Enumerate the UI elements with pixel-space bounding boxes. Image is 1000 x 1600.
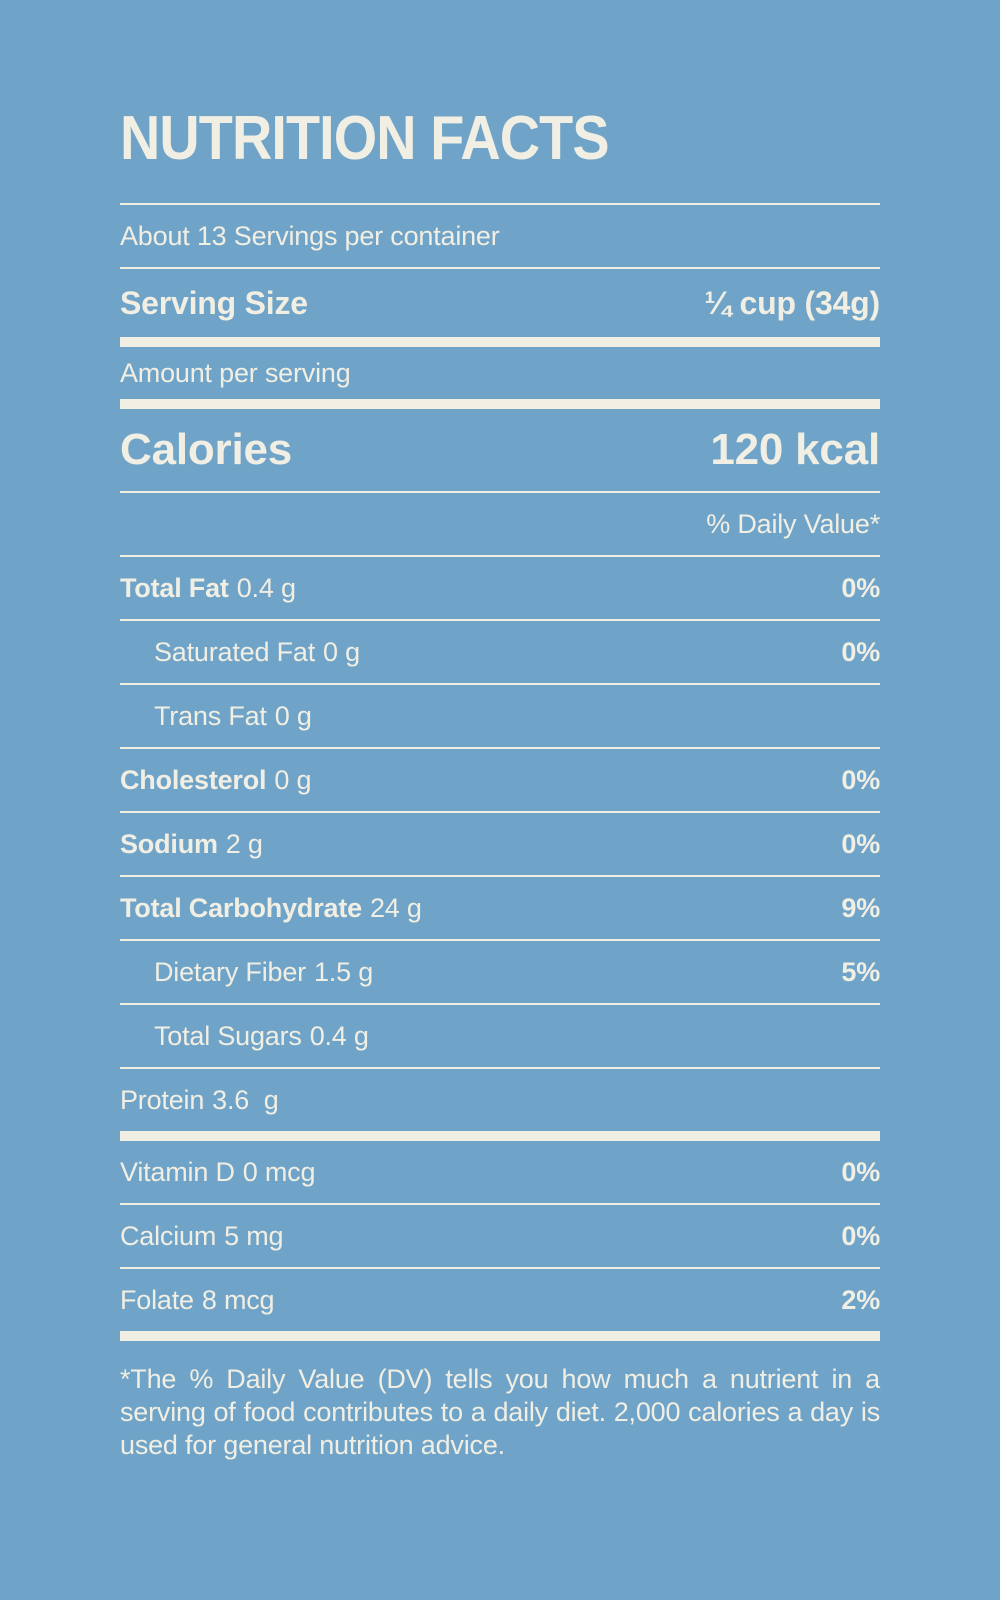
nutrient-amount: 5 mg: [224, 1220, 284, 1251]
nutrient-name: Total Sugars: [154, 1020, 302, 1051]
divider-thin: [120, 1003, 880, 1005]
divider-thin: [120, 875, 880, 877]
nutrient-name: Total Carbohydrate: [120, 892, 362, 923]
nutrient-row-cholesterol: Cholesterol 0 g 0%: [120, 749, 880, 811]
nutrient-name: Saturated Fat: [154, 636, 315, 667]
nutrient-row-total-carbohydrate: Total Carbohydrate 24 g 9%: [120, 877, 880, 939]
divider-thick: [120, 1131, 880, 1141]
servings-per-container: About 13 Servings per container: [120, 220, 500, 251]
nutrient-dv: 0%: [841, 572, 880, 603]
nutrient-row-calcium: Calcium 5 mg 0%: [120, 1205, 880, 1267]
divider-thin: [120, 939, 880, 941]
nutrient-amount: 3.6 g: [212, 1084, 279, 1115]
nutrient-amount: 0 mcg: [242, 1156, 316, 1187]
nutrient-dv: 2%: [841, 1284, 880, 1315]
nutrient-name: Total Fat: [120, 572, 229, 603]
serving-size-row: Serving Size ¼ cup (34g): [120, 269, 880, 337]
nutrition-facts-title: NUTRITION FACTS: [120, 104, 610, 173]
serving-size-label: Serving Size: [120, 284, 308, 321]
divider-thin: [120, 555, 880, 557]
nutrient-dv: 0%: [841, 764, 880, 795]
nutrient-row-total-fat: Total Fat 0.4 g 0%: [120, 557, 880, 619]
nutrient-name: Dietary Fiber: [154, 956, 306, 987]
nutrient-row-protein: Protein 3.6 g: [120, 1069, 880, 1131]
nutrient-row-folate: Folate 8 mcg 2%: [120, 1269, 880, 1331]
nutrient-amount: 2 g: [225, 828, 263, 859]
divider-thick: [120, 337, 880, 347]
calories-value: 120 kcal: [710, 425, 880, 474]
calories-label: Calories: [120, 425, 293, 474]
nutrient-amount: 8 mcg: [201, 1284, 275, 1315]
nutrient-amount: 0 g: [274, 700, 312, 731]
nutrition-facts-label: NUTRITION FACTS About 13 Servings per co…: [120, 104, 880, 1460]
amount-per-serving-label: Amount per serving: [120, 357, 351, 388]
nutrient-name: Folate: [120, 1284, 194, 1315]
nutrient-row-trans-fat: Trans Fat 0 g: [120, 685, 880, 747]
nutrient-name: Vitamin D: [120, 1156, 235, 1187]
divider-thin: [120, 683, 880, 685]
divider-thick: [120, 1331, 880, 1341]
nutrient-row-sodium: Sodium 2 g 0%: [120, 813, 880, 875]
nutrient-row-saturated-fat: Saturated Fat 0 g 0%: [120, 621, 880, 683]
nutrient-amount: 0.4 g: [309, 1020, 369, 1051]
amount-per-serving-row: Amount per serving: [120, 347, 880, 399]
nutrient-dv: 0%: [841, 1220, 880, 1251]
nutrient-name: Calcium: [120, 1220, 217, 1251]
nutrient-dv: 0%: [841, 1156, 880, 1187]
nutrient-name: Trans Fat: [154, 700, 267, 731]
divider-thin: [120, 1203, 880, 1205]
calories-row: Calories 120 kcal: [120, 409, 880, 491]
nutrient-dv: 5%: [841, 956, 880, 987]
nutrient-name: Sodium: [120, 828, 218, 859]
divider-thin: [120, 619, 880, 621]
nutrient-amount: 0 g: [274, 764, 312, 795]
divider-thin: [120, 491, 880, 493]
divider-thin: [120, 203, 880, 205]
divider-thin: [120, 811, 880, 813]
daily-value-header: % Daily Value*: [706, 508, 880, 539]
nutrient-amount: 1.5 g: [313, 956, 374, 987]
nutrient-row-total-sugars: Total Sugars 0.4 g: [120, 1005, 880, 1067]
nutrient-amount: 0 g: [323, 636, 360, 667]
divider-thick: [120, 399, 880, 409]
nutrient-amount: 24 g: [369, 892, 422, 923]
nutrient-name: Protein: [120, 1084, 205, 1115]
nutrient-dv: 0%: [841, 828, 880, 859]
nutrient-name: Cholesterol: [120, 764, 267, 795]
nutrient-row-dietary-fiber: Dietary Fiber 1.5 g 5%: [120, 941, 880, 1003]
divider-thin: [120, 1067, 880, 1069]
nutrient-amount: 0.4 g: [236, 572, 296, 603]
divider-thin: [120, 1267, 880, 1269]
nutrient-dv: 9%: [841, 892, 880, 923]
daily-value-footnote: *The % Daily Value (DV) tells you how mu…: [120, 1364, 880, 1460]
daily-value-header-row: % Daily Value*: [120, 493, 880, 555]
divider-thin: [120, 747, 880, 749]
nutrient-dv: 0%: [841, 636, 880, 667]
divider-thin: [120, 267, 880, 269]
servings-per-container-row: About 13 Servings per container: [120, 205, 880, 267]
nutrient-row-vitamin-d: Vitamin D 0 mcg 0%: [120, 1141, 880, 1203]
serving-size-value: ¼ cup (34g): [704, 284, 880, 321]
